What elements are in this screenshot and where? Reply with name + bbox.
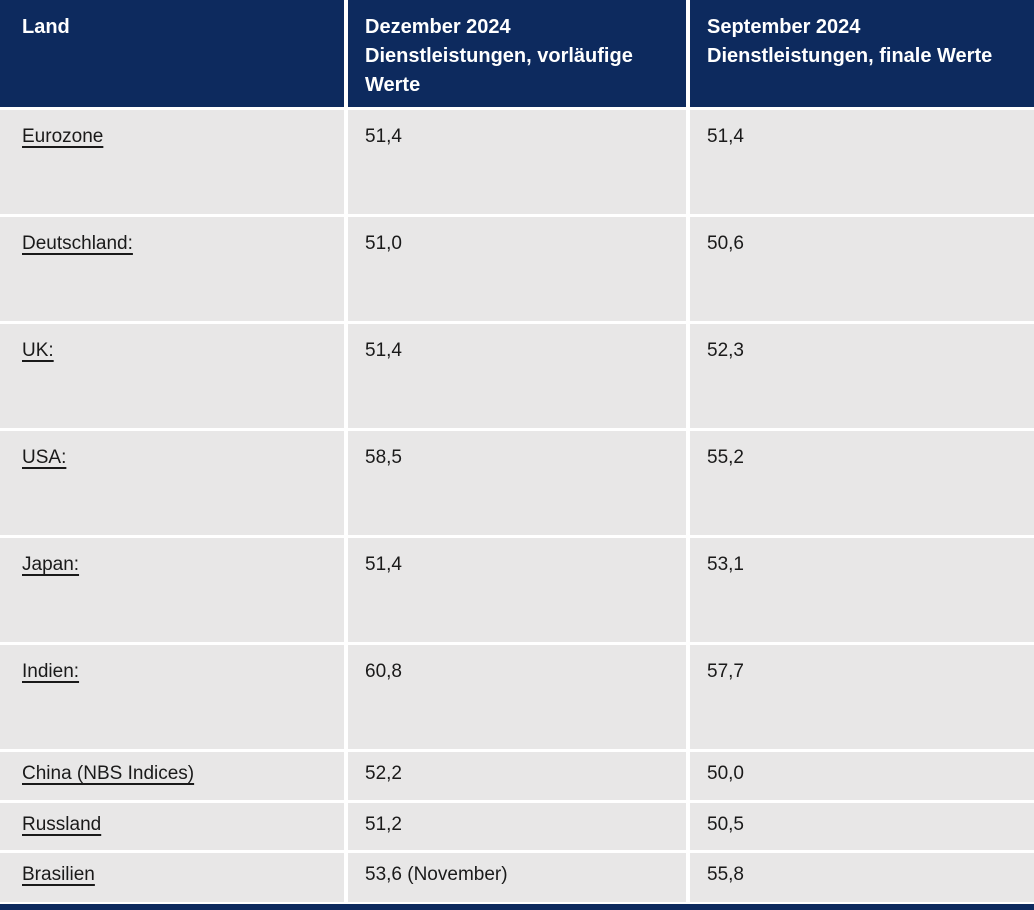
country-link[interactable]: UK: [22, 340, 54, 361]
sep-value-cell: 55,8 [690, 853, 1034, 902]
country-cell: China (NBS Indices) [0, 752, 344, 800]
sep-value-cell: 52,3 [690, 324, 1034, 428]
sep-value-cell: 50,0 [690, 752, 1034, 800]
country-link[interactable]: Deutschland: [22, 233, 133, 254]
dec-value-cell: 60,8 [348, 645, 686, 749]
country-cell: Brasilien [0, 853, 344, 902]
country-cell: Eurozone [0, 110, 344, 214]
table-bottom-border [0, 904, 1034, 910]
sep-value-cell: 57,7 [690, 645, 1034, 749]
country-cell: Russland [0, 803, 344, 850]
dec-value-cell: 52,2 [348, 752, 686, 800]
dec-value-cell: 51,4 [348, 324, 686, 428]
dec-value-cell: 51,4 [348, 110, 686, 214]
dec-value-cell: 51,0 [348, 217, 686, 321]
country-link[interactable]: Eurozone [22, 126, 104, 147]
country-cell: Deutschland: [0, 217, 344, 321]
sep-value-cell: 53,1 [690, 538, 1034, 642]
sep-value-cell: 50,6 [690, 217, 1034, 321]
country-cell: Indien: [0, 645, 344, 749]
country-link[interactable]: Japan: [22, 554, 80, 575]
dec-value-cell: 53,6 (November) [348, 853, 686, 902]
country-link[interactable]: Brasilien [22, 864, 95, 885]
dec-value-cell: 58,5 [348, 431, 686, 535]
column-header-dezember-2024: Dezember 2024 Dienstleistungen, vorläufi… [348, 0, 686, 107]
country-link[interactable]: Indien: [22, 661, 80, 682]
country-link[interactable]: China (NBS Indices) [22, 763, 195, 784]
country-cell: Japan: [0, 538, 344, 642]
column-header-september-2024: September 2024 Dienstleistungen, finale … [690, 0, 1034, 107]
dec-value-cell: 51,2 [348, 803, 686, 850]
country-link[interactable]: Russland [22, 814, 102, 835]
sep-value-cell: 51,4 [690, 110, 1034, 214]
country-cell: USA: [0, 431, 344, 535]
country-cell: UK: [0, 324, 344, 428]
dec-value-cell: 51,4 [348, 538, 686, 642]
sep-value-cell: 50,5 [690, 803, 1034, 850]
column-header-land: Land [0, 0, 344, 107]
sep-value-cell: 55,2 [690, 431, 1034, 535]
country-link[interactable]: USA: [22, 447, 67, 468]
